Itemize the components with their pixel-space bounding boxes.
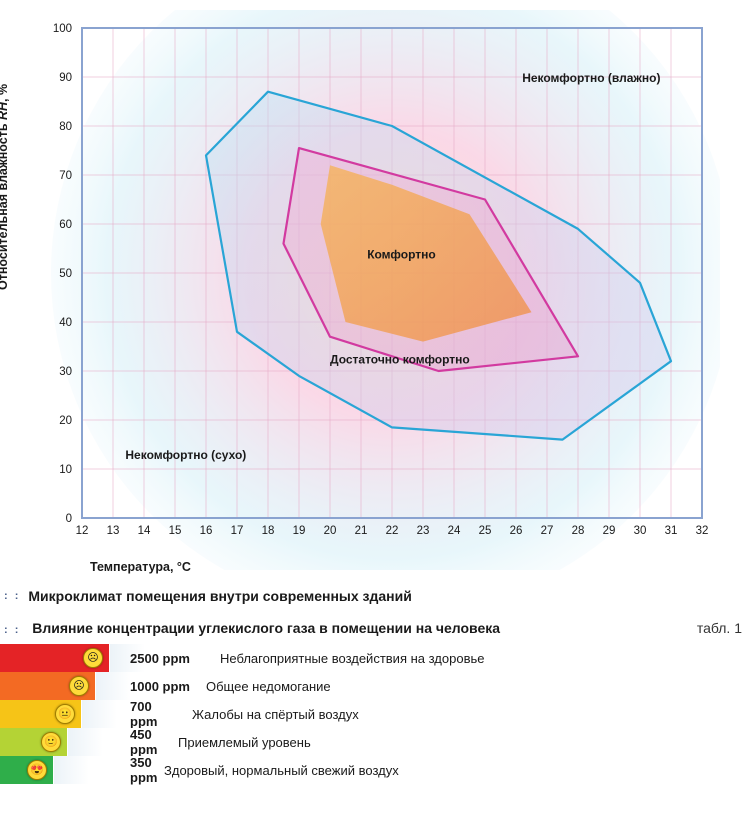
- y-tick: 100: [53, 23, 72, 35]
- co2-color-cell: ☹: [0, 644, 110, 672]
- x-tick: 17: [231, 525, 244, 537]
- x-tick: 27: [541, 525, 554, 537]
- co2-ppm: 700 ppm: [82, 700, 182, 728]
- x-tick: 28: [572, 525, 585, 537]
- x-tick: 12: [76, 525, 89, 537]
- co2-row: ☹ 2500 ppmНеблагоприятные воздействия на …: [0, 644, 746, 672]
- x-tick: 26: [510, 525, 523, 537]
- y-axis-label: Относительная влажность RH, %: [0, 84, 10, 290]
- y-tick: 90: [59, 72, 72, 84]
- x-tick: 25: [479, 525, 492, 537]
- y-tick: 10: [59, 464, 72, 476]
- y-tick: 40: [59, 317, 72, 329]
- x-axis-label: Температура, °C: [90, 560, 191, 574]
- co2-table: ☹ 2500 ppmНеблагоприятные воздействия на …: [0, 644, 746, 784]
- co2-desc: Общее недомогание: [196, 672, 746, 700]
- co2-row: ☹ 1000 ppmОбщее недомогание: [0, 672, 746, 700]
- hearteyes-face-icon: 😍: [27, 760, 47, 780]
- co2-ppm: 350 ppm: [54, 756, 154, 784]
- bullet-icon: : :: [4, 590, 20, 602]
- neutral-face-icon: 😐: [55, 704, 75, 724]
- x-tick: 14: [138, 525, 151, 537]
- co2-row: 🙂 450 ppmПриемлемый уровень: [0, 728, 746, 756]
- x-tick: 23: [417, 525, 430, 537]
- y-tick: 50: [59, 268, 72, 280]
- x-tick: 29: [603, 525, 616, 537]
- co2-color-cell: 😐: [0, 700, 82, 728]
- co2-color-cell: ☹: [0, 672, 96, 700]
- x-tick: 13: [107, 525, 120, 537]
- x-tick: 32: [696, 525, 709, 537]
- chart-svg: Некомфортно (влажно) Комфортно Достаточно …: [0, 10, 720, 570]
- x-tick: 15: [169, 525, 182, 537]
- co2-color-cell: 😍: [0, 756, 54, 784]
- co2-row: 😐 700 ppmЖалобы на спёртый воздух: [0, 700, 746, 728]
- co2-color-cell: 🙂: [0, 728, 68, 756]
- co2-desc: Приемлемый уровень: [168, 728, 746, 756]
- y-tick: 60: [59, 219, 72, 231]
- region-label: Комфортно: [367, 247, 436, 261]
- y-tick: 70: [59, 170, 72, 182]
- y-tick: 20: [59, 415, 72, 427]
- co2-desc: Здоровый, нормальный свежий воздух: [154, 756, 746, 784]
- bullet-icon: : :: [4, 624, 20, 636]
- region-label: Некомфортно (влажно): [522, 71, 660, 85]
- caption-co2: : : Влияние концентрации углекислого газ…: [0, 612, 746, 644]
- region-label: Достаточно комфортно: [330, 353, 470, 367]
- co2-row: 😍 350 ppmЗдоровый, нормальный свежий возд…: [0, 756, 746, 784]
- x-tick: 16: [200, 525, 213, 537]
- x-tick: 21: [355, 525, 368, 537]
- x-tick: 24: [448, 525, 461, 537]
- co2-ppm: 2500 ppm: [110, 644, 210, 672]
- table-number: табл. 1: [697, 620, 742, 636]
- caption-microclimate: : : Микроклимат помещения внутри совреме…: [0, 580, 746, 612]
- x-tick: 19: [293, 525, 306, 537]
- x-tick: 20: [324, 525, 337, 537]
- region-label: Некомфортно (сухо): [125, 448, 246, 462]
- x-tick: 22: [386, 525, 399, 537]
- x-tick: 30: [634, 525, 647, 537]
- x-tick: 18: [262, 525, 275, 537]
- x-tick: 31: [665, 525, 678, 537]
- frown-face-icon: ☹: [83, 648, 103, 668]
- co2-ppm: 1000 ppm: [96, 672, 196, 700]
- smile-face-icon: 🙂: [41, 732, 61, 752]
- comfort-chart: Некомфортно (влажно) Комфортно Достаточно …: [0, 0, 746, 580]
- co2-desc: Жалобы на спёртый воздух: [182, 700, 746, 728]
- y-tick: 80: [59, 121, 72, 133]
- frown-face-icon: ☹: [69, 676, 89, 696]
- y-tick: 30: [59, 366, 72, 378]
- co2-desc: Неблагоприятные воздействия на здоровье: [210, 644, 746, 672]
- co2-ppm: 450 ppm: [68, 728, 168, 756]
- y-tick: 0: [66, 513, 72, 525]
